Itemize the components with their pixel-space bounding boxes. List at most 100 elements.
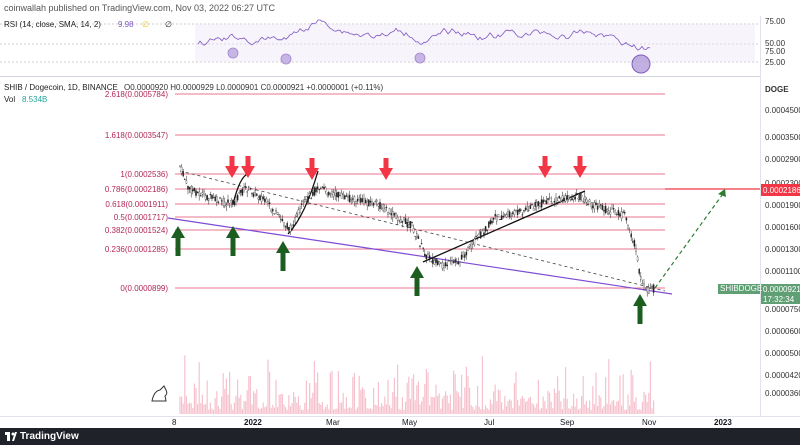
candle-body	[526, 205, 528, 210]
down-arrow-icon	[241, 156, 255, 178]
volume-bar	[261, 408, 263, 414]
candle-body	[416, 233, 418, 238]
candle-body	[475, 235, 477, 237]
candle-body	[219, 197, 221, 199]
candle-body	[235, 197, 237, 202]
candle-body	[286, 223, 288, 229]
volume-bar	[275, 380, 277, 414]
price-axis[interactable]: 75.00 75.00 50.00 25.00 DOGE 0.0004500 0…	[760, 16, 800, 416]
candle-body	[256, 193, 258, 196]
candle-body	[216, 196, 218, 203]
candle-body	[321, 186, 324, 188]
ascending-trendline[interactable]	[422, 190, 586, 263]
publisher-text: coinwallah published on TradingView.com,…	[4, 3, 275, 13]
volume-bar	[387, 380, 389, 414]
rsi-panel[interactable]: RSI (14, close, SMA, 14, 2) 9.98 ∅ ∅	[0, 16, 760, 77]
volume-bar	[205, 404, 207, 414]
volume-bar	[489, 399, 491, 414]
candle-body	[276, 212, 279, 215]
candle-body	[382, 204, 384, 211]
candle-body	[265, 198, 268, 203]
candle-body	[302, 200, 304, 203]
volume-bar	[267, 359, 269, 414]
time-tick: Mar	[326, 418, 340, 427]
candle-body	[347, 196, 349, 198]
publisher-header: coinwallah published on TradingView.com,…	[0, 0, 800, 16]
volume-bar	[557, 376, 559, 414]
candle-body	[316, 186, 319, 190]
candle-body	[486, 229, 488, 231]
candle-body	[590, 202, 592, 208]
volume-bar	[382, 406, 384, 414]
volume-bar	[414, 400, 416, 414]
candle-body	[569, 197, 572, 200]
candle-body	[529, 205, 532, 209]
volume-bar	[641, 401, 643, 414]
volume-bar	[449, 394, 451, 414]
candle-body	[456, 261, 458, 265]
price-tag-countdown: 17:32:34	[763, 295, 795, 304]
volume-bar	[433, 397, 435, 414]
candle-body	[369, 200, 372, 203]
volume-bar	[574, 406, 576, 414]
candle-body	[180, 166, 183, 174]
candle-body	[635, 248, 637, 252]
volume-bar	[606, 403, 608, 414]
volume-bar	[216, 391, 218, 414]
fib-retracement[interactable]: 2.618(0.0005784) 1.618(0.0003547) 1(0.00…	[105, 90, 665, 293]
candle-body	[356, 199, 359, 202]
price-tag-red-value: 0.0002186	[763, 186, 800, 195]
volume-bar	[589, 400, 591, 414]
volume-bar	[374, 404, 376, 414]
candle-body	[230, 200, 232, 203]
candle-body	[476, 235, 479, 238]
candle-body	[254, 190, 256, 194]
footer-brand: TradingView	[20, 431, 79, 442]
volume-bar	[648, 392, 650, 414]
volume-bar	[381, 403, 383, 414]
volume-bar	[427, 372, 429, 414]
candle-body	[337, 191, 340, 198]
candle-body	[516, 210, 519, 215]
candle-body	[632, 241, 634, 243]
volume-bar	[185, 396, 187, 414]
projection-line[interactable]	[654, 190, 726, 289]
volume-bar	[310, 398, 312, 414]
volume-bar	[379, 406, 381, 414]
candle-body	[512, 212, 514, 214]
volume-bar	[465, 366, 467, 414]
rsi-level-25-label: 25.00	[765, 58, 786, 67]
candle-body	[577, 197, 580, 200]
volume-bar	[419, 404, 421, 414]
candle-body	[339, 195, 341, 197]
candle-body	[451, 260, 453, 262]
candle-body	[595, 202, 597, 206]
rsi-level-50-label: 50.00	[765, 39, 786, 48]
support-trendline[interactable]	[167, 217, 673, 295]
candle-body	[200, 195, 202, 197]
time-tick: May	[402, 418, 418, 427]
candle-body	[584, 196, 586, 203]
fib-label: 1(0.0002536)	[120, 170, 168, 179]
candle-body	[576, 193, 578, 194]
candle-body	[222, 198, 224, 206]
candle-body	[206, 194, 208, 201]
tradingview-logo-icon	[5, 432, 17, 441]
volume-bar	[542, 396, 544, 414]
candle-body	[582, 200, 584, 202]
volume-bar	[577, 409, 579, 414]
candle-body	[278, 214, 280, 217]
time-axis[interactable]: 8 2022 Mar May Jul Sep Nov 2023	[0, 416, 800, 429]
volume-bar	[363, 389, 365, 414]
volume-bar	[518, 405, 520, 414]
volume-bar	[558, 390, 560, 414]
candle-body	[510, 216, 512, 219]
descending-trendline[interactable]	[179, 170, 666, 292]
candle-body	[579, 193, 581, 201]
volume-bar	[277, 407, 279, 414]
main-chart[interactable]: 2.618(0.0005784) 1.618(0.0003547) 1(0.00…	[0, 76, 760, 416]
candle-body	[328, 191, 330, 196]
volume-bar	[534, 407, 536, 414]
candle-body	[340, 192, 343, 199]
candle-body	[217, 201, 220, 203]
